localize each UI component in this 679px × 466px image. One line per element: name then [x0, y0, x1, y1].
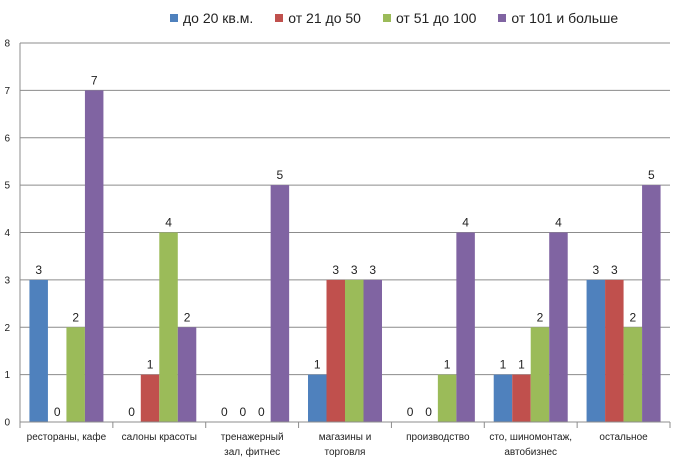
legend-item-series-1: до 20 кв.м. [170, 10, 253, 26]
category-label: салоны красоты [122, 432, 197, 443]
y-tick-label: 7 [4, 86, 10, 97]
bar [623, 327, 643, 422]
category-label: остальное [599, 432, 648, 443]
category-label: зал, фитнес [224, 446, 280, 458]
data-label: 0 [221, 405, 228, 419]
legend-label-3: от 51 до 100 [395, 10, 477, 26]
bar [549, 232, 568, 422]
y-tick-label: 6 [4, 133, 10, 144]
data-label: 3 [35, 263, 42, 277]
data-label: 1 [500, 358, 507, 372]
data-label: 1 [518, 358, 525, 372]
bar [530, 327, 550, 422]
category-label: тренажерный [221, 432, 284, 443]
bar [270, 185, 290, 422]
bar [345, 279, 364, 422]
data-label: 0 [425, 405, 432, 419]
data-label: 5 [648, 168, 655, 182]
legend-swatch-2 [275, 14, 284, 22]
legend: до 20 кв.м. от 21 до 50 от 51 до 100 от … [170, 10, 618, 26]
bar [29, 279, 48, 422]
data-label: 3 [351, 263, 358, 277]
data-label: 0 [128, 405, 135, 419]
data-label: 4 [555, 216, 562, 230]
legend-item-series-4: от 101 и больше [498, 10, 618, 26]
bar [140, 374, 160, 422]
data-label: 1 [147, 358, 154, 372]
data-label: 3 [369, 263, 376, 277]
data-label: 2 [629, 310, 636, 324]
bar [308, 374, 327, 422]
bar [66, 327, 85, 422]
y-tick-label: 2 [4, 323, 10, 334]
bar [437, 374, 457, 422]
category-label: магазины и [319, 432, 372, 443]
y-tick-label: 1 [4, 370, 10, 381]
bar [586, 279, 606, 422]
data-label: 2 [72, 310, 79, 324]
category-label: торговля [325, 447, 366, 458]
bar [363, 279, 382, 422]
y-tick-label: 3 [4, 275, 10, 286]
y-tick-label: 0 [4, 418, 10, 429]
data-label: 0 [240, 405, 247, 419]
data-label: 4 [462, 216, 469, 230]
data-label: 4 [165, 216, 172, 230]
legend-item-series-3: от 51 до 100 [382, 10, 477, 26]
data-label: 0 [407, 405, 414, 419]
data-label: 3 [611, 263, 618, 277]
bar [642, 185, 661, 422]
legend-swatch-3 [382, 14, 391, 22]
bar [605, 279, 624, 422]
data-label: 1 [444, 358, 451, 372]
bar [177, 327, 197, 422]
bar [493, 374, 513, 422]
data-label: 2 [537, 310, 544, 324]
legend-label-4: от 101 и больше [511, 10, 619, 26]
bar [512, 374, 531, 422]
data-label: 3 [592, 263, 599, 277]
data-label: 0 [54, 405, 61, 419]
y-tick-label: 4 [4, 228, 10, 239]
legend-item-series-2: от 21 до 50 [275, 10, 361, 26]
data-label: 1 [314, 358, 321, 372]
bar [159, 232, 178, 422]
bar [84, 90, 104, 422]
category-label: сто, шиномонтаж, [489, 432, 572, 443]
legend-swatch-1 [170, 14, 178, 22]
data-label: 7 [91, 73, 98, 87]
bar [326, 279, 345, 422]
legend-swatch-4 [498, 14, 507, 22]
legend-label-2: от 21 до 50 [288, 10, 361, 26]
data-label: 2 [184, 310, 191, 324]
y-tick-label: 8 [4, 39, 10, 50]
data-label: 5 [277, 168, 284, 182]
bar [456, 232, 475, 422]
y-tick-label: 5 [4, 181, 10, 192]
category-label: производство [406, 432, 470, 443]
data-label: 3 [332, 263, 339, 277]
category-label: автобизнес [504, 446, 557, 458]
data-label: 0 [258, 405, 265, 419]
category-label: рестораны, кафе [27, 431, 107, 443]
legend-label-1: до 20 кв.м. [183, 10, 254, 26]
